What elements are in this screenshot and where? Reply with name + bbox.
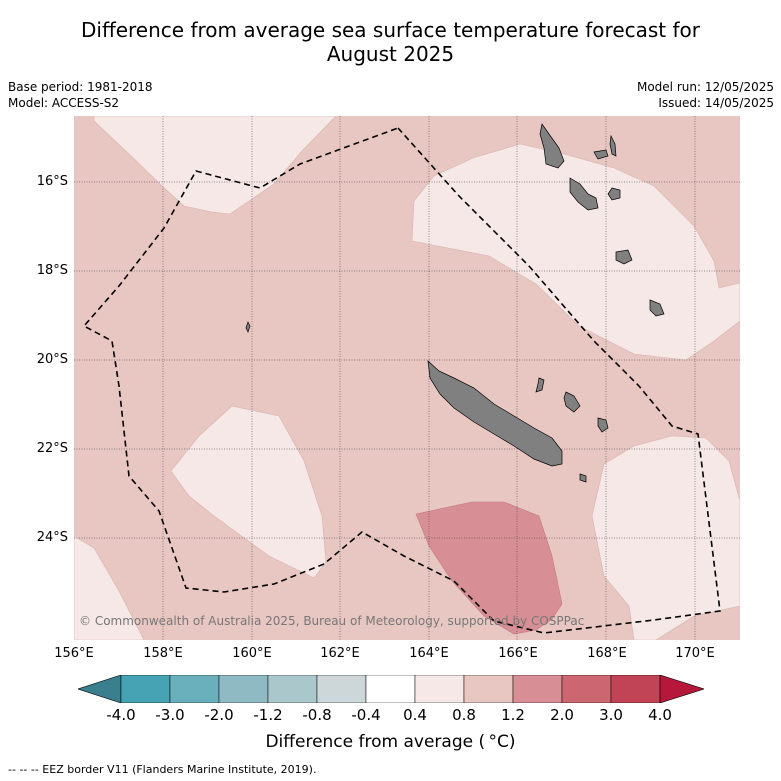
colorbar-band-5 xyxy=(316,675,367,703)
anomaly-region-southwest-light xyxy=(74,535,145,640)
colorbar-tick: -4.0 xyxy=(106,706,136,724)
land-new-caledonia xyxy=(427,360,563,467)
lon-label-166e: 166°E xyxy=(498,646,538,661)
title-line-2: August 2025 xyxy=(326,42,455,66)
land-isle-of-pines xyxy=(579,473,587,483)
colorbar-extend-high xyxy=(659,675,704,703)
sst-anomaly-map xyxy=(74,116,740,640)
colorbar-band-7 xyxy=(414,675,465,703)
land-loyalty-ouvea xyxy=(535,377,545,393)
land-vanuatu-island-a xyxy=(593,149,609,160)
colorbar-tick: 0.8 xyxy=(452,706,476,724)
colorbar-band-4 xyxy=(267,675,318,703)
colorbar-tick: 2.0 xyxy=(550,706,574,724)
colorbar-tick: 1.2 xyxy=(501,706,525,724)
land-loyalty-lifou xyxy=(563,391,581,413)
lon-label-164e: 164°E xyxy=(409,646,449,661)
lon-label-158e: 158°E xyxy=(143,646,183,661)
meta-left: Base period: 1981-2018 Model: ACCESS-S2 xyxy=(8,79,153,111)
model-run: Model run: 12/05/2025 xyxy=(636,80,774,94)
anomaly-region-warm xyxy=(415,501,563,635)
colorbar xyxy=(78,675,704,703)
issued-date: Issued: 14/05/2025 xyxy=(658,96,774,110)
land-vanuatu-erromango xyxy=(615,249,633,265)
lat-label-24s: 24°S xyxy=(36,530,68,545)
colorbar-band-1 xyxy=(120,675,171,703)
lon-label-168e: 168°E xyxy=(587,646,627,661)
colorbar-extend-low xyxy=(78,675,122,703)
colorbar-tick: 0.4 xyxy=(403,706,427,724)
land-vanuatu-north xyxy=(539,123,565,169)
land-loyalty-mare xyxy=(597,417,609,433)
title-line-1: Difference from average sea surface temp… xyxy=(80,18,700,42)
lat-label-20s: 20°S xyxy=(36,352,68,367)
colorbar-tick: 3.0 xyxy=(599,706,623,724)
lon-label-160e: 160°E xyxy=(232,646,272,661)
land-vanuatu-malekula xyxy=(569,177,599,211)
lon-label-156e: 156°E xyxy=(54,646,94,661)
colorbar-tick: -1.2 xyxy=(253,706,283,724)
lat-label-16s: 16°S xyxy=(36,174,68,189)
colorbar-band-11 xyxy=(610,675,661,703)
colorbar-band-8 xyxy=(463,675,514,703)
colorbar-band-3 xyxy=(218,675,269,703)
colorbar-tick: -0.4 xyxy=(351,706,381,724)
land-masses xyxy=(245,123,665,483)
lat-label-22s: 22°S xyxy=(36,441,68,456)
lat-label-18s: 18°S xyxy=(36,263,68,278)
land-vanuatu-tanna xyxy=(649,299,665,317)
land-chesterfield xyxy=(245,321,251,333)
colorbar-tick: 4.0 xyxy=(648,706,672,724)
map-title: Difference from average sea surface temp… xyxy=(0,18,781,66)
base-period: Base period: 1981-2018 xyxy=(8,80,153,94)
lon-label-170e: 170°E xyxy=(675,646,715,661)
colorbar-tick: -0.8 xyxy=(302,706,332,724)
eez-legend-note: -- -- -- EEZ border V11 (Flanders Marine… xyxy=(8,763,317,776)
colorbar-title: Difference from average ( °C) xyxy=(265,732,516,752)
colorbar-tick: -3.0 xyxy=(155,706,185,724)
meta-right: Model run: 12/05/2025 Issued: 14/05/2025 xyxy=(637,79,774,111)
anomaly-region-northwest-light xyxy=(93,116,337,215)
colorbar-band-6 xyxy=(365,675,416,703)
land-vanuatu-efate xyxy=(607,187,621,201)
colorbar-tick: -2.0 xyxy=(204,706,234,724)
lon-label-162e: 162°E xyxy=(320,646,360,661)
gridlines xyxy=(74,116,740,640)
colorbar-band-10 xyxy=(561,675,612,703)
colorbar-band-2 xyxy=(169,675,220,703)
model-name: Model: ACCESS-S2 xyxy=(8,96,120,110)
eez-border xyxy=(82,127,721,634)
land-vanuatu-island-b xyxy=(609,134,617,157)
copyright-notice: © Commonwealth of Australia 2025, Bureau… xyxy=(79,614,585,628)
colorbar-band-9 xyxy=(512,675,563,703)
